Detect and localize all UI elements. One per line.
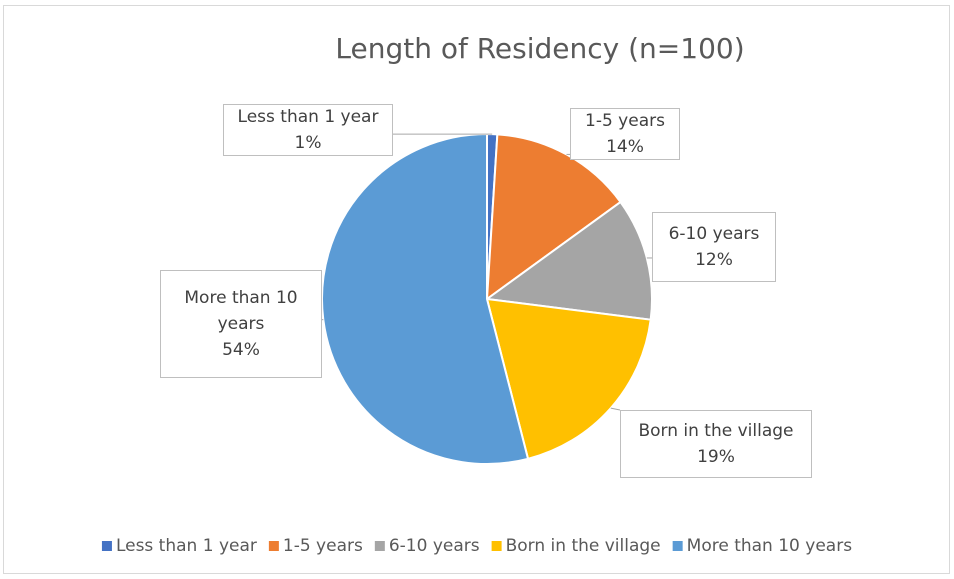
data-label: Born in the village 19%	[620, 410, 812, 478]
data-label-name: More than 10 years	[184, 288, 298, 334]
data-label-value: 14%	[606, 137, 644, 157]
legend-label: 1-5 years	[283, 536, 363, 556]
data-label: 1-5 years 14%	[570, 108, 680, 160]
data-label-name: Born in the village	[638, 421, 794, 441]
data-label: More than 10 years 54%	[160, 270, 322, 378]
data-label-name: 6-10 years	[668, 224, 760, 244]
data-label-name: Less than 1 year	[237, 107, 379, 127]
data-label-value: 1%	[294, 133, 322, 153]
legend-label: Less than 1 year	[116, 536, 257, 556]
legend-swatch	[101, 541, 112, 551]
data-label: Less than 1 year 1%	[223, 104, 393, 156]
data-label-value: 19%	[697, 447, 735, 467]
data-label: 6-10 years 12%	[652, 212, 776, 282]
chart-title: Length of Residency (n=100)	[335, 32, 744, 65]
legend-swatch	[672, 541, 683, 551]
legend: Less than 1 year 1-5 years 6-10 years Born …	[101, 536, 853, 556]
data-label-value: 54%	[222, 340, 260, 360]
legend-label: Born in the village	[506, 536, 661, 556]
legend-label: 6-10 years	[389, 536, 480, 556]
leader-line	[610, 407, 621, 411]
data-label-value: 12%	[695, 250, 733, 270]
legend-label: More than 10 years	[687, 536, 853, 556]
legend-swatch	[491, 541, 502, 551]
data-label-name: 1-5 years	[585, 111, 665, 131]
pie-slice	[321, 132, 530, 465]
pie-slice	[485, 297, 652, 461]
legend-swatch	[268, 541, 279, 551]
pie-slice	[485, 133, 622, 302]
legend-swatch	[374, 541, 385, 551]
